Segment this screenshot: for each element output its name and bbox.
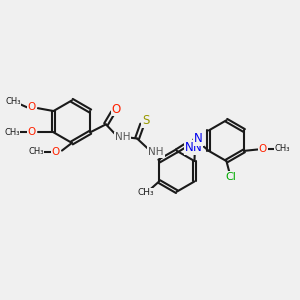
Text: O: O — [112, 103, 121, 116]
Text: CH₃: CH₃ — [5, 97, 21, 106]
Text: N: N — [184, 141, 193, 154]
Text: S: S — [142, 114, 149, 127]
Text: CH₃: CH₃ — [28, 148, 44, 157]
Text: NH: NH — [115, 132, 131, 142]
Text: CH₃: CH₃ — [275, 144, 290, 153]
Text: O: O — [52, 147, 60, 157]
Text: NH: NH — [148, 147, 164, 157]
Text: Cl: Cl — [225, 172, 236, 182]
Text: N: N — [193, 141, 202, 154]
Text: O: O — [259, 144, 267, 154]
Text: O: O — [28, 102, 36, 112]
Text: O: O — [28, 127, 36, 137]
Text: CH₃: CH₃ — [4, 128, 20, 137]
Text: CH₃: CH₃ — [137, 188, 154, 197]
Text: N: N — [194, 132, 203, 145]
